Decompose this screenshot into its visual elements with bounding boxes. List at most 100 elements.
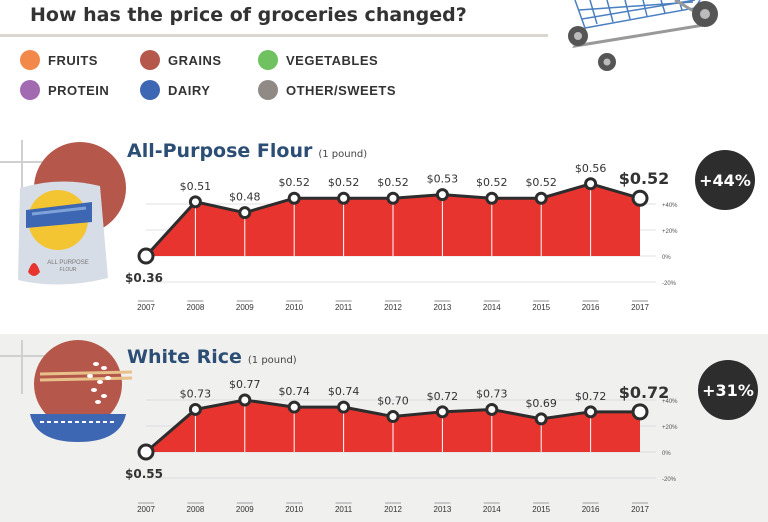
price-point: [534, 191, 548, 205]
page-title: How has the price of groceries changed?: [30, 4, 467, 26]
year-tick: [385, 502, 401, 504]
item-unit: (1 pound): [247, 355, 297, 366]
price-label: $0.72: [575, 390, 607, 403]
price-point: [287, 191, 301, 205]
rice-bowl-icon: [0, 340, 133, 442]
year-label: 2009: [236, 303, 254, 312]
title-divider: [0, 34, 548, 37]
year-tick: [533, 300, 550, 302]
year-label: 2016: [582, 505, 600, 514]
price-label: $0.52: [619, 169, 670, 188]
year-label: 2014: [483, 505, 501, 514]
legend-item-grains: GRAINS: [140, 50, 222, 70]
percent-tick-label: 0%: [662, 451, 671, 457]
legend-item-other-sweets: OTHER/SWEETS: [258, 80, 396, 100]
price-label: $0.74: [278, 385, 310, 398]
year-label: 2017: [631, 505, 649, 514]
rice-change-badge: +31%: [698, 360, 758, 420]
protein-dot-icon: [20, 80, 40, 100]
legend-label: GRAINS: [168, 52, 222, 68]
price-label: $0.52: [377, 176, 409, 189]
rice-title: White Rice (1 pound): [127, 346, 297, 368]
price-point: [188, 402, 202, 416]
legend-item-fruits: FRUITS: [20, 50, 98, 70]
year-tick: [286, 502, 303, 504]
price-point: [238, 206, 252, 220]
percent-tick-label: -20%: [662, 281, 677, 287]
vegetables-dot-icon: [258, 50, 278, 70]
year-label: 2008: [187, 303, 205, 312]
price-label: $0.56: [575, 162, 607, 175]
other-sweets-dot-icon: [258, 80, 278, 100]
category-legend: FRUITS GRAINS VEGETABLES PROTEIN DAIRY O…: [20, 50, 440, 110]
year-tick: [187, 300, 204, 302]
year-label: 2012: [384, 303, 402, 312]
price-point: [435, 405, 449, 419]
year-label: 2010: [285, 505, 303, 514]
grains-dot-icon: [140, 50, 160, 70]
year-label: 2017: [631, 303, 649, 312]
year-tick: [187, 502, 204, 504]
item-unit: (1 pound): [318, 149, 368, 160]
flour-title: All-Purpose Flour (1 pound): [127, 140, 367, 162]
flour-bag-sublabel: FLOUR: [60, 267, 77, 273]
price-point: [137, 443, 155, 461]
price-point: [485, 402, 499, 416]
legend-label: OTHER/SWEETS: [286, 82, 397, 98]
legend-label: DAIRY: [168, 82, 211, 98]
price-label: $0.77: [229, 378, 261, 391]
price-label: $0.73: [180, 387, 212, 400]
price-point: [631, 189, 649, 207]
price-label: $0.52: [328, 176, 360, 189]
price-label: $0.52: [525, 176, 557, 189]
dairy-dot-icon: [140, 80, 160, 100]
item-name: White Rice: [127, 346, 242, 368]
legend-item-protein: PROTEIN: [20, 80, 109, 100]
year-label: 2009: [236, 505, 254, 514]
shopping-cart-icon: [568, 0, 718, 71]
price-label: $0.48: [229, 191, 261, 204]
percent-tick-label: +40%: [662, 203, 678, 209]
price-point: [584, 405, 598, 419]
price-label: $0.72: [619, 383, 670, 402]
year-tick: [483, 300, 500, 302]
year-tick: [632, 300, 648, 302]
legend-label: FRUITS: [48, 52, 98, 68]
percent-tick-label: -20%: [662, 477, 677, 483]
price-label: $0.53: [427, 173, 459, 186]
price-label: $0.51: [180, 180, 212, 193]
year-tick: [582, 300, 599, 302]
legend-label: PROTEIN: [48, 82, 110, 98]
year-label: 2015: [532, 505, 550, 514]
price-point: [534, 412, 548, 426]
price-label: $0.69: [525, 397, 557, 410]
year-label: 2012: [384, 505, 402, 514]
price-point: [188, 195, 202, 209]
flour-change-badge: +44%: [695, 150, 755, 210]
price-point: [137, 247, 155, 265]
price-point: [386, 410, 400, 424]
price-label: $0.74: [328, 385, 360, 398]
percent-tick-label: 0%: [662, 255, 671, 261]
percent-tick-label: +40%: [662, 399, 678, 405]
year-label: 2011: [335, 303, 353, 312]
legend-item-dairy: DAIRY: [140, 80, 210, 100]
year-label: 2013: [434, 303, 452, 312]
year-tick: [483, 502, 500, 504]
year-tick: [533, 502, 550, 504]
year-tick: [582, 502, 599, 504]
price-label: $0.73: [476, 387, 508, 400]
price-label: $0.70: [377, 395, 409, 408]
price-label: $0.36: [125, 271, 163, 285]
year-tick: [236, 502, 253, 504]
percent-tick-label: +20%: [662, 425, 678, 431]
year-tick: [236, 300, 253, 302]
flour-panel: ALL PURPOSE FLOUR $0.36 $0.51 $0.48 $0.52 $0…: [0, 128, 768, 328]
year-tick: [286, 300, 303, 302]
year-tick: [385, 300, 401, 302]
price-point: [337, 400, 351, 414]
price-label: $0.52: [278, 176, 310, 189]
rice-panel: $0.55 $0.73 $0.77 $0.74 $0.74 $0.70 $0.72 $0.73…: [0, 334, 768, 522]
year-tick: [138, 502, 154, 504]
flour-bag-label: ALL PURPOSE: [47, 260, 88, 266]
